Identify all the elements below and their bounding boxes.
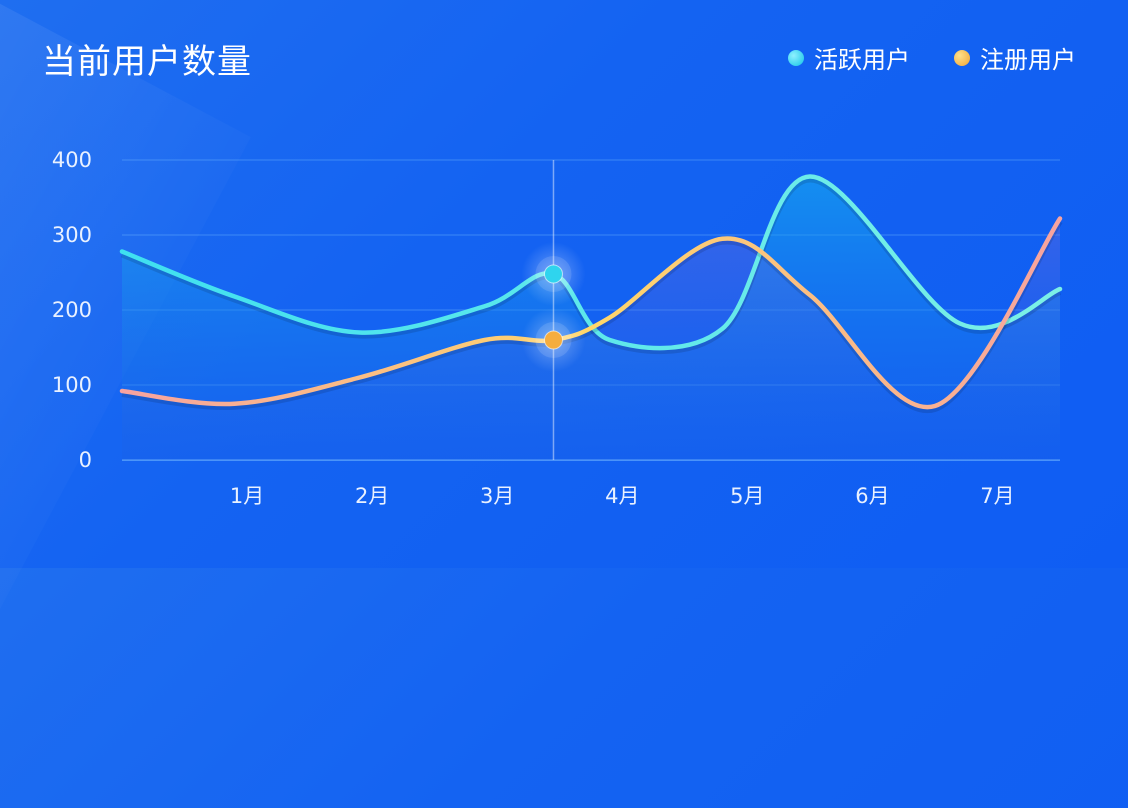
marker-point-active-users (543, 264, 563, 284)
x-tick-label: 6月 (855, 484, 889, 508)
marker-layer (521, 160, 586, 460)
line-chart: 0 100 200 300 400 1月 2月 3月 4月 5月 6月 7月 (52, 148, 1063, 508)
axis-layer: 0 100 200 300 400 1月 2月 3月 4月 5月 6月 7月 (52, 148, 1015, 508)
line-active-users (119, 174, 1063, 351)
area-layer (122, 176, 1060, 460)
legend-label-active-users: 活跃用户 (814, 46, 910, 74)
legend-dot-registered-users (954, 49, 970, 66)
y-tick-label: 100 (52, 373, 92, 397)
chart-title: 当前用户数量 (42, 42, 252, 82)
legend-item-active-users[interactable]: 活跃用户 (788, 40, 910, 75)
y-tick-label: 0 (79, 448, 92, 472)
legend-item-registered-users[interactable]: 注册用户 (954, 40, 1076, 75)
legend-label-registered-users: 注册用户 (980, 46, 1076, 74)
line-layer (119, 174, 1063, 414)
x-tick-label: 5月 (730, 484, 764, 508)
x-tick-label: 4月 (605, 484, 639, 508)
x-tick-label: 2月 (355, 484, 389, 508)
y-tick-label: 200 (52, 298, 92, 322)
marker-point-registered-users (543, 330, 563, 350)
area-registered-users (122, 218, 1060, 460)
legend: 活跃用户 注册用户 (788, 40, 1076, 75)
y-tick-label: 300 (52, 223, 92, 247)
x-tick-label: 7月 (980, 484, 1014, 508)
line-registered-users (119, 216, 1063, 410)
line-shadow-registered-users (121, 219, 1063, 414)
y-tick-label: 400 (52, 148, 92, 172)
x-tick-label: 1月 (230, 484, 264, 508)
legend-dot-active-users (788, 49, 804, 66)
x-tick-label: 3月 (480, 484, 514, 508)
